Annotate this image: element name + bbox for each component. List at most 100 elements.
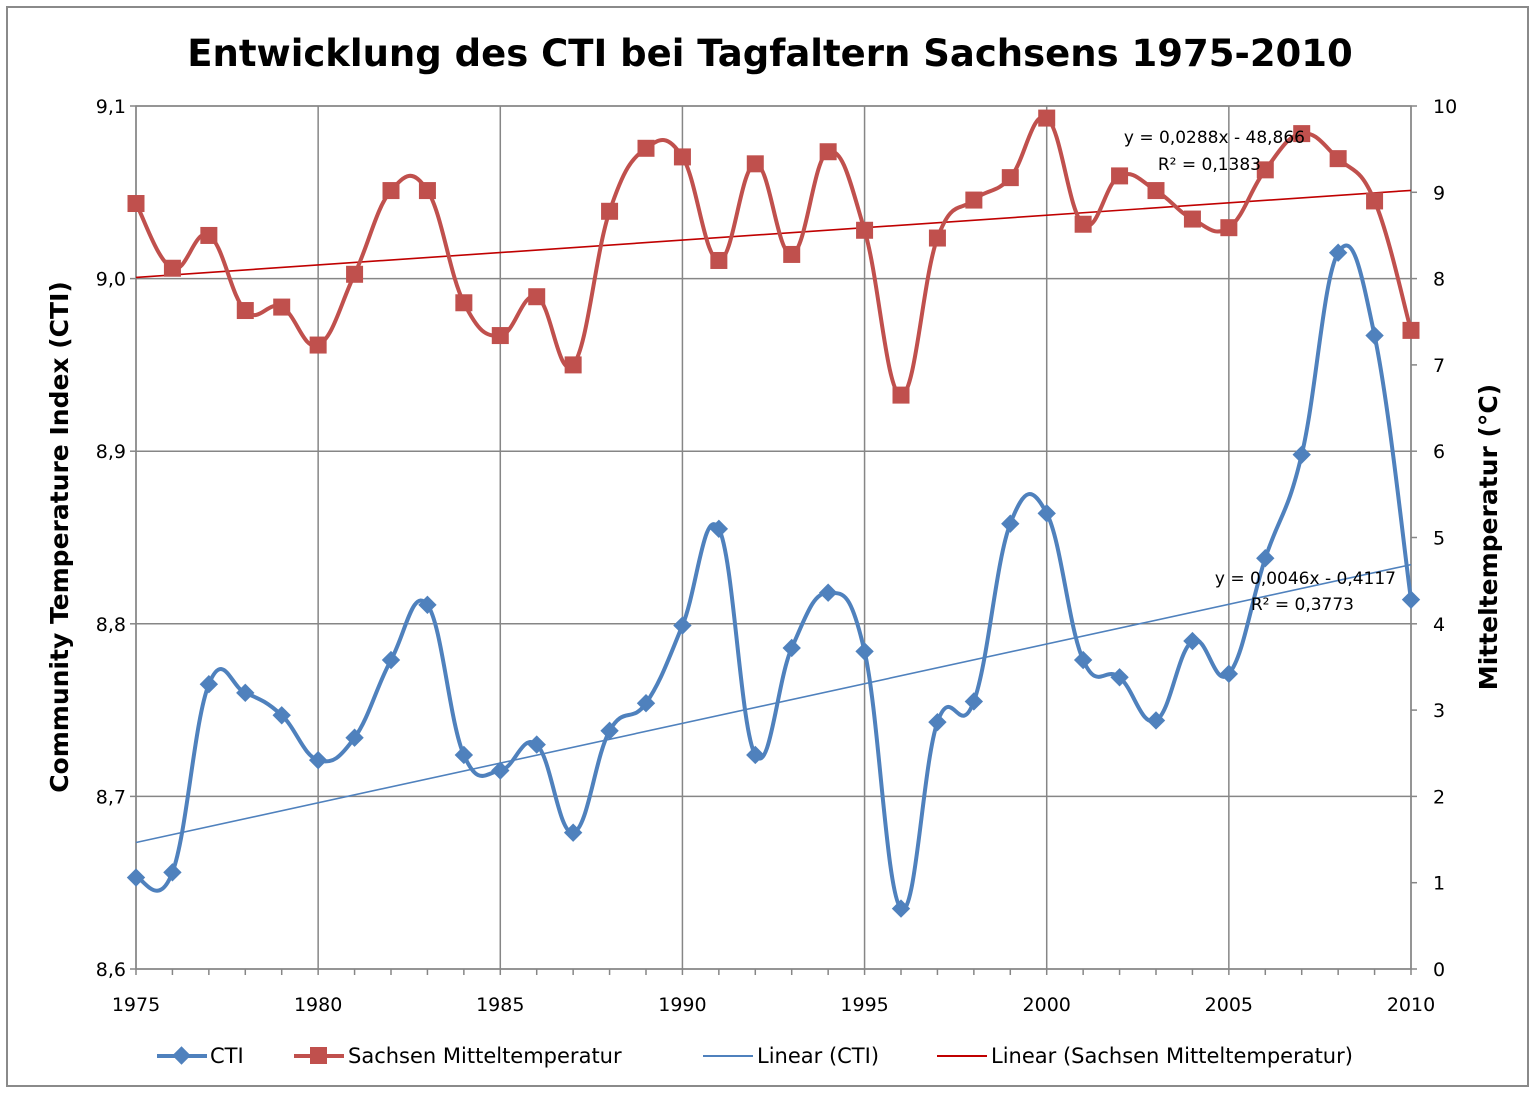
data-point-cti: [964, 692, 984, 711]
right-tick-label: 6: [1433, 441, 1445, 463]
data-point-cti: [563, 823, 583, 842]
x-tick-label: 2000: [1023, 994, 1071, 1016]
data-point-sachsen-mitteltemperatur: [783, 245, 801, 263]
annotation-temp-r2: R² = 0,1383: [1158, 155, 1261, 175]
annotation-cti-equation: y = 0,0046x - 0,4117: [1215, 569, 1396, 589]
right-tick-label: 7: [1433, 355, 1445, 377]
legend-item-linear-cti: Linear (CTI): [703, 1044, 879, 1068]
left-axis-label: Community Temperature Index (CTI): [45, 281, 74, 793]
data-point-cti: [1292, 445, 1311, 464]
right-tick-label: 5: [1433, 528, 1445, 550]
annotation-cti-trend: y = 0,0046x - 0,4117 R² = 0,3773: [1215, 569, 1396, 615]
annotation-temp-trend: y = 0,0288x - 48,866 R² = 0,1383: [1124, 128, 1305, 175]
data-point-sachsen-mitteltemperatur: [309, 336, 327, 354]
trendline-sachsen-mitteltemperatur: [135, 189, 1412, 279]
series-line-sachsen-mitteltemperatur: [134, 115, 1413, 398]
data-point-cti: [1401, 590, 1421, 609]
legend: CTI Sachsen Mitteltemperatur Linear (CTI…: [157, 1044, 1353, 1068]
x-tick-label: 2005: [1205, 994, 1253, 1016]
series-lines: [134, 115, 1413, 912]
data-point-cti: [491, 761, 510, 780]
data-point-sachsen-mitteltemperatur: [1038, 109, 1056, 127]
data-point-cti: [1073, 650, 1093, 670]
left-tick-label: 8,8: [96, 614, 126, 636]
data-point-cti: [345, 728, 364, 747]
data-point-sachsen-mitteltemperatur: [710, 251, 728, 269]
data-point-cti: [1219, 664, 1239, 684]
data-point-sachsen-mitteltemperatur: [637, 139, 655, 157]
legend-item-cti: CTI: [157, 1044, 244, 1068]
legend-label-cti: CTI: [210, 1044, 244, 1068]
data-point-sachsen-mitteltemperatur: [1402, 321, 1420, 339]
data-point-sachsen-mitteltemperatur: [564, 356, 582, 374]
data-point-cti: [1328, 243, 1348, 262]
data-point-cti: [1001, 514, 1020, 533]
data-point-cti: [418, 595, 437, 615]
data-point-cti: [527, 735, 546, 754]
right-tick-label: 2: [1433, 786, 1445, 808]
left-tick-label: 8,6: [96, 959, 126, 981]
data-point-cti: [126, 868, 146, 887]
data-point-cti: [454, 745, 474, 765]
data-point-cti: [855, 642, 874, 661]
data-point-sachsen-mitteltemperatur: [856, 221, 874, 239]
data-point-sachsen-mitteltemperatur: [528, 288, 546, 306]
x-axis-ticks: 1975 1980 1985 1990 1995 2000 2005 2010: [112, 969, 1435, 1016]
data-point-sachsen-mitteltemperatur: [273, 298, 291, 316]
data-point-cti: [673, 616, 692, 635]
left-tick-label: 8,7: [96, 786, 126, 808]
left-tick-label: 9,0: [96, 269, 126, 291]
x-tick-label: 1975: [112, 994, 160, 1016]
data-point-sachsen-mitteltemperatur: [491, 327, 509, 345]
series-markers: [126, 109, 1421, 918]
data-point-sachsen-mitteltemperatur: [1111, 167, 1129, 185]
trendline-cti: [135, 563, 1412, 844]
data-point-cti: [600, 721, 619, 741]
data-point-cti: [928, 712, 947, 732]
chart-frame: [6, 6, 1529, 1087]
right-tick-label: 3: [1433, 700, 1445, 722]
right-tick-label: 10: [1433, 96, 1457, 118]
data-point-sachsen-mitteltemperatur: [1366, 192, 1384, 210]
legend-square-marker: [310, 1047, 327, 1064]
legend-diamond-marker: [172, 1046, 191, 1065]
data-point-sachsen-mitteltemperatur: [928, 229, 946, 247]
data-point-sachsen-mitteltemperatur: [127, 195, 145, 213]
right-tick-label: 0: [1433, 959, 1445, 981]
data-point-cti: [1365, 326, 1384, 345]
data-point-sachsen-mitteltemperatur: [819, 143, 837, 161]
x-tick-label: 1985: [476, 994, 524, 1016]
right-tick-label: 8: [1433, 269, 1445, 291]
data-point-sachsen-mitteltemperatur: [892, 386, 910, 404]
data-point-sachsen-mitteltemperatur: [1329, 150, 1347, 168]
x-tick-label: 1980: [294, 994, 342, 1016]
data-point-cti: [1110, 668, 1129, 687]
right-axis-label: Mitteltemperatur (°C): [1474, 384, 1503, 690]
left-axis-ticks: 8,6 8,7 8,8 8,9 9,0 9,1: [96, 96, 136, 981]
right-tick-label: 4: [1433, 614, 1445, 636]
legend-item-temperature: Sachsen Mitteltemperatur: [294, 1044, 622, 1068]
data-point-cti: [272, 706, 291, 725]
left-tick-label: 9,1: [96, 96, 126, 118]
data-point-cti: [709, 519, 729, 539]
data-point-cti: [782, 638, 801, 658]
x-tick-label: 2010: [1387, 994, 1435, 1016]
data-point-sachsen-mitteltemperatur: [1183, 210, 1201, 228]
data-point-cti: [163, 863, 182, 882]
data-point-sachsen-mitteltemperatur: [673, 148, 691, 166]
data-point-cti: [1256, 549, 1275, 568]
data-point-sachsen-mitteltemperatur: [455, 294, 473, 312]
annotation-cti-r2: R² = 0,3773: [1251, 595, 1354, 615]
data-point-cti: [1183, 631, 1202, 651]
data-point-sachsen-mitteltemperatur: [965, 191, 983, 209]
data-point-cti: [1146, 711, 1166, 730]
data-point-sachsen-mitteltemperatur: [1220, 219, 1238, 237]
right-tick-label: 9: [1433, 182, 1445, 204]
data-point-sachsen-mitteltemperatur: [346, 265, 364, 283]
data-point-sachsen-mitteltemperatur: [163, 259, 181, 277]
data-point-sachsen-mitteltemperatur: [601, 202, 619, 220]
data-point-sachsen-mitteltemperatur: [236, 302, 254, 320]
data-point-cti: [818, 583, 838, 602]
data-point-sachsen-mitteltemperatur: [418, 182, 436, 200]
